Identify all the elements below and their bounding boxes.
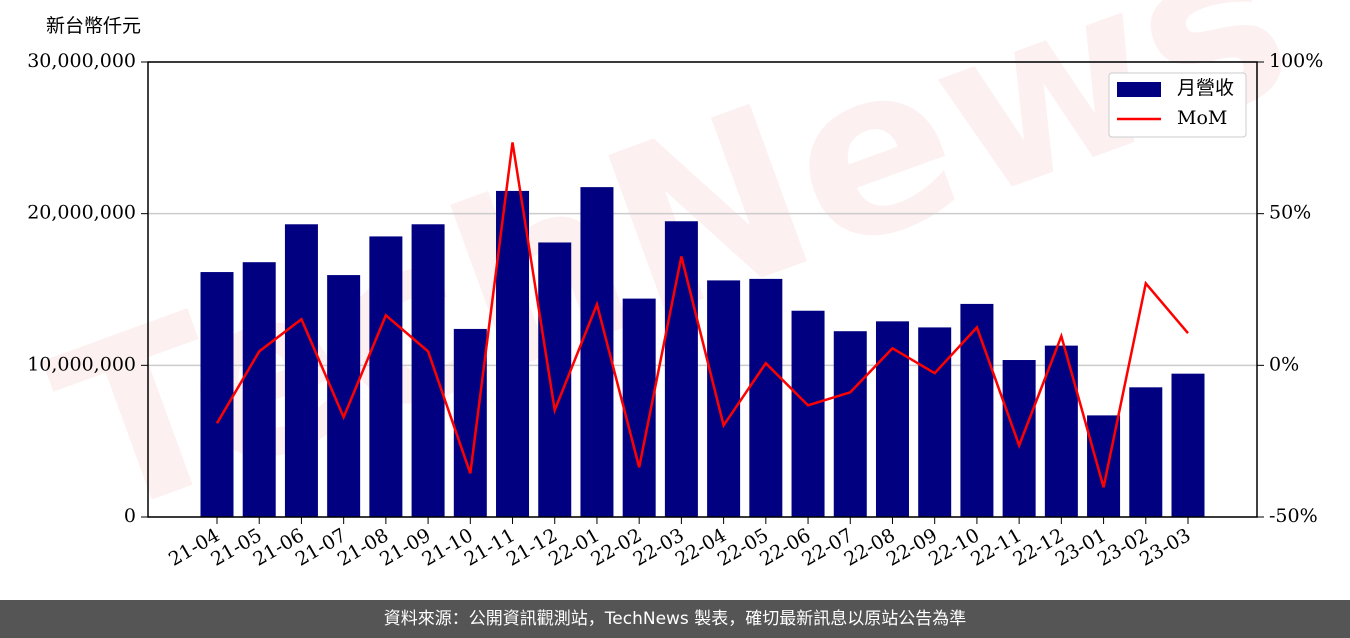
legend-swatch xyxy=(1117,82,1161,97)
bar xyxy=(327,275,361,517)
bar xyxy=(664,221,698,517)
bar xyxy=(369,236,403,517)
y-axis-label: 新台幣仟元 xyxy=(46,15,141,37)
legend-label: MoM xyxy=(1177,107,1227,129)
chart: 新台幣仟元 TechNews 010,000,00020,000,00030,0… xyxy=(26,0,1323,571)
bar xyxy=(791,310,825,517)
y2-tick-label: 100% xyxy=(1269,50,1323,72)
bar xyxy=(960,303,994,517)
bar xyxy=(833,331,867,517)
y-tick-label: 30,000,000 xyxy=(27,50,136,72)
y2-tick-label: 0% xyxy=(1269,353,1299,375)
y-tick-label: 0 xyxy=(124,505,136,527)
bar xyxy=(1002,360,1036,517)
bar xyxy=(1044,345,1078,517)
y2-tick-label: 50% xyxy=(1269,202,1311,224)
bar xyxy=(496,190,530,517)
line xyxy=(215,142,1189,488)
bar xyxy=(1171,373,1205,517)
bar xyxy=(707,280,741,517)
bar xyxy=(918,327,952,517)
bar xyxy=(453,328,487,517)
bar xyxy=(580,187,614,517)
legend-label: 月營收 xyxy=(1177,77,1234,99)
bar xyxy=(1129,387,1163,517)
plot-frame xyxy=(147,61,1258,518)
bar xyxy=(284,224,318,518)
y-tick-label: 10,000,000 xyxy=(27,353,136,375)
bar xyxy=(875,321,909,517)
y-tick-label: 20,000,000 xyxy=(27,202,136,224)
footer: 資料來源：公開資訊觀測站，TechNews 製表，確切最新訊息以原站公告為準 xyxy=(0,600,1350,638)
bar xyxy=(411,224,445,518)
bar xyxy=(749,278,783,517)
bar xyxy=(242,262,276,517)
bar xyxy=(200,272,234,517)
y2-tick-label: -50% xyxy=(1269,505,1318,527)
